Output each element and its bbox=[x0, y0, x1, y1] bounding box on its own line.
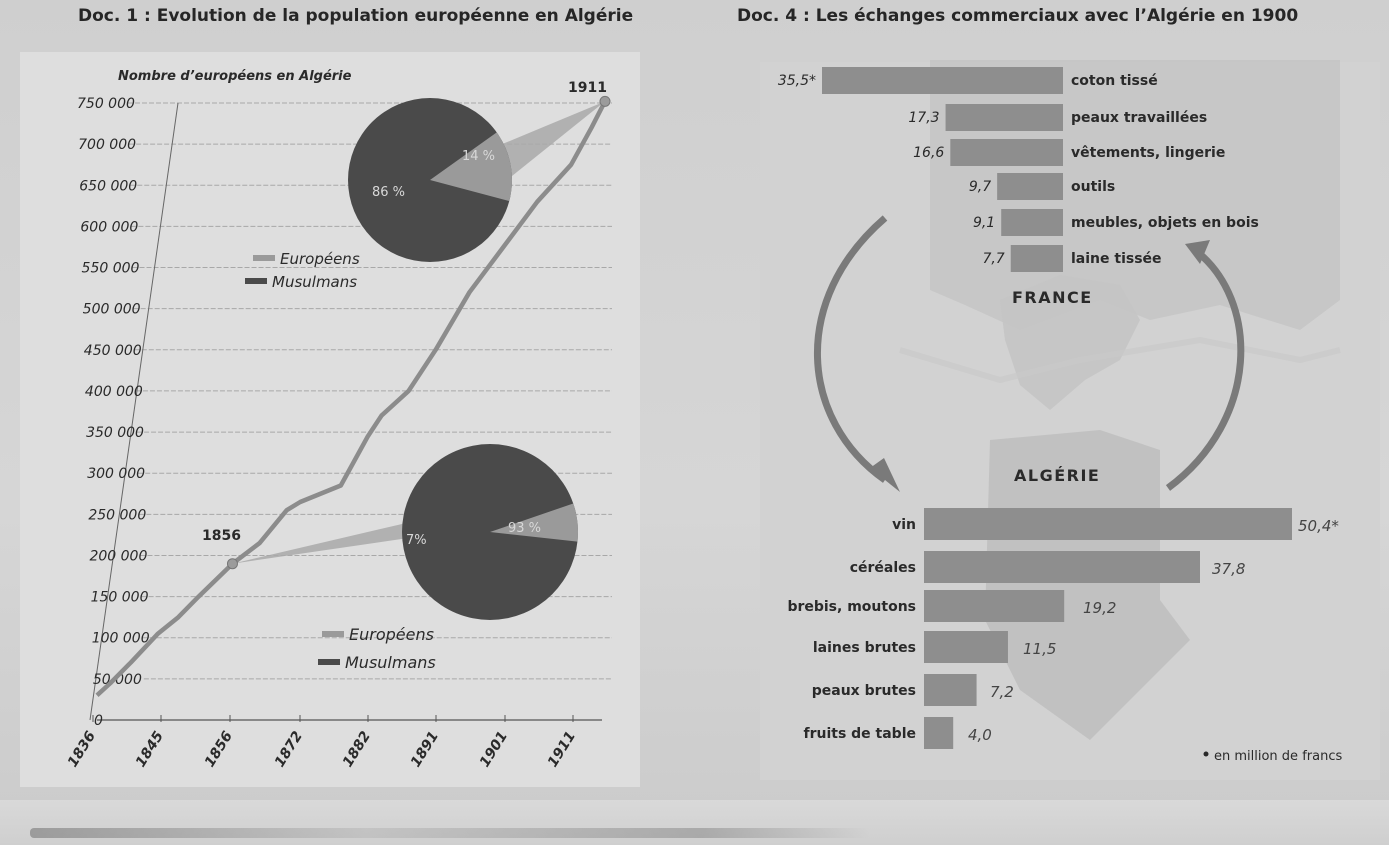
mediterranean-coast bbox=[899, 336, 1341, 384]
bar-export-france bbox=[945, 104, 1063, 131]
bar-category-label: fruits de table bbox=[803, 726, 916, 742]
france-map-shape bbox=[1000, 275, 1140, 410]
y-tick-label: 250 000 bbox=[88, 507, 146, 523]
legend-label: Musulmans bbox=[345, 653, 436, 672]
bar-category-label: peaux travaillées bbox=[1071, 110, 1207, 126]
y-tick-label: 0 bbox=[94, 713, 103, 729]
legend-swatch bbox=[318, 659, 340, 665]
pie-label-musulmans: 93 % bbox=[508, 521, 541, 536]
y-tick-label: 400 000 bbox=[85, 384, 143, 400]
legend-label: Européens bbox=[280, 250, 360, 268]
bar-value-label: 4,0 bbox=[968, 726, 992, 744]
bar-category-label: outils bbox=[1071, 179, 1115, 195]
europe-map-shape bbox=[930, 60, 1340, 330]
bar-export-france bbox=[997, 173, 1063, 200]
pie-year-label: 1856 bbox=[202, 528, 241, 544]
population-line bbox=[95, 100, 608, 697]
bar-category-label: brebis, moutons bbox=[787, 599, 916, 615]
bar-value-label: 7,2 bbox=[990, 683, 1014, 701]
point-1856 bbox=[226, 558, 238, 570]
bar-value-label: 19,2 bbox=[1083, 599, 1116, 617]
y-tick-label: 500 000 bbox=[83, 302, 141, 318]
unit-note: en million de francs bbox=[1214, 749, 1342, 764]
bar-export-algeria bbox=[924, 674, 977, 706]
label-algerie: ALGÉRIE bbox=[1014, 466, 1100, 485]
y-tick-label: 750 000 bbox=[77, 96, 135, 112]
y-tick-label: 700 000 bbox=[78, 137, 136, 153]
bar-export-algeria bbox=[924, 631, 1008, 663]
doc1-title: Doc. 1 : Evolution de la population euro… bbox=[78, 6, 634, 26]
bar-export-france bbox=[1010, 245, 1063, 272]
point-1911 bbox=[599, 95, 611, 107]
bar-value-label: 37,8 bbox=[1212, 560, 1245, 578]
legend-swatch bbox=[245, 278, 267, 284]
pie-label-musulmans: 86 % bbox=[372, 185, 405, 200]
note-bullet bbox=[1203, 751, 1209, 757]
bar-value-label: 9,7 bbox=[969, 179, 991, 195]
bar-value-label: 35,5* bbox=[778, 73, 816, 89]
bar-category-label: peaux brutes bbox=[812, 683, 916, 699]
bar-value-label: 9,1 bbox=[973, 215, 995, 231]
arrow-head bbox=[870, 458, 900, 492]
page-bottom bbox=[0, 800, 1389, 845]
y-tick-label: 300 000 bbox=[87, 466, 145, 482]
doc4-title: Doc. 4 : Les échanges commerciaux avec l… bbox=[737, 6, 1299, 26]
bar-value-label: 50,4* bbox=[1298, 517, 1339, 535]
bar-category-label: céréales bbox=[850, 560, 916, 576]
bar-category-label: coton tissé bbox=[1071, 73, 1158, 89]
y-axis bbox=[89, 102, 179, 721]
bar-export-france bbox=[950, 139, 1063, 166]
bar-export-algeria bbox=[924, 590, 1065, 622]
bar-category-label: vêtements, lingerie bbox=[1071, 145, 1225, 161]
bar-export-algeria bbox=[924, 508, 1292, 540]
y-tick-label: 350 000 bbox=[86, 425, 144, 441]
bar-value-label: 16,6 bbox=[913, 145, 944, 161]
pie-slice-europeens bbox=[430, 132, 512, 202]
legend-label: Musulmans bbox=[272, 273, 357, 291]
bar-export-algeria bbox=[924, 717, 954, 749]
bar-export-algeria bbox=[924, 551, 1200, 583]
y-tick-label: 450 000 bbox=[84, 343, 142, 359]
arrow-head bbox=[1185, 240, 1210, 264]
bar-category-label: meubles, objets en bois bbox=[1071, 215, 1259, 231]
pie-slice-europeens bbox=[490, 503, 578, 542]
y-tick-label: 600 000 bbox=[80, 219, 138, 235]
chart-title: Nombre d’européens en Algérie bbox=[118, 69, 352, 84]
bar-category-label: laine tissée bbox=[1071, 251, 1162, 267]
bar-category-label: laines brutes bbox=[813, 640, 916, 656]
pie-label-europeens: 7% bbox=[406, 533, 427, 548]
algeria-map-shape bbox=[985, 430, 1190, 740]
y-tick-label: 200 000 bbox=[89, 548, 147, 564]
bar-value-label: 11,5 bbox=[1023, 640, 1056, 658]
bar-value-label: 7,7 bbox=[982, 251, 1004, 267]
y-tick-label: 100 000 bbox=[92, 631, 150, 647]
y-tick-label: 150 000 bbox=[91, 590, 149, 606]
y-tick-label: 650 000 bbox=[79, 178, 137, 194]
page-smudge bbox=[30, 828, 870, 838]
label-france: FRANCE bbox=[1012, 288, 1093, 307]
arrow-algeria-to-france bbox=[1165, 247, 1245, 491]
bar-export-france bbox=[1001, 209, 1063, 236]
bar-category-label: vin bbox=[892, 517, 916, 533]
legend-swatch bbox=[322, 631, 344, 637]
bar-export-france bbox=[822, 67, 1063, 94]
pie-label-europeens: 14 % bbox=[462, 149, 495, 164]
bar-value-label: 17,3 bbox=[908, 110, 939, 126]
legend-label: Européens bbox=[349, 625, 434, 644]
legend-swatch bbox=[253, 255, 275, 261]
y-tick-label: 550 000 bbox=[82, 261, 140, 277]
y-tick-label: 50 000 bbox=[93, 672, 142, 688]
arrow-france-to-algeria bbox=[813, 215, 888, 483]
pie-year-label: 1911 bbox=[568, 80, 607, 96]
